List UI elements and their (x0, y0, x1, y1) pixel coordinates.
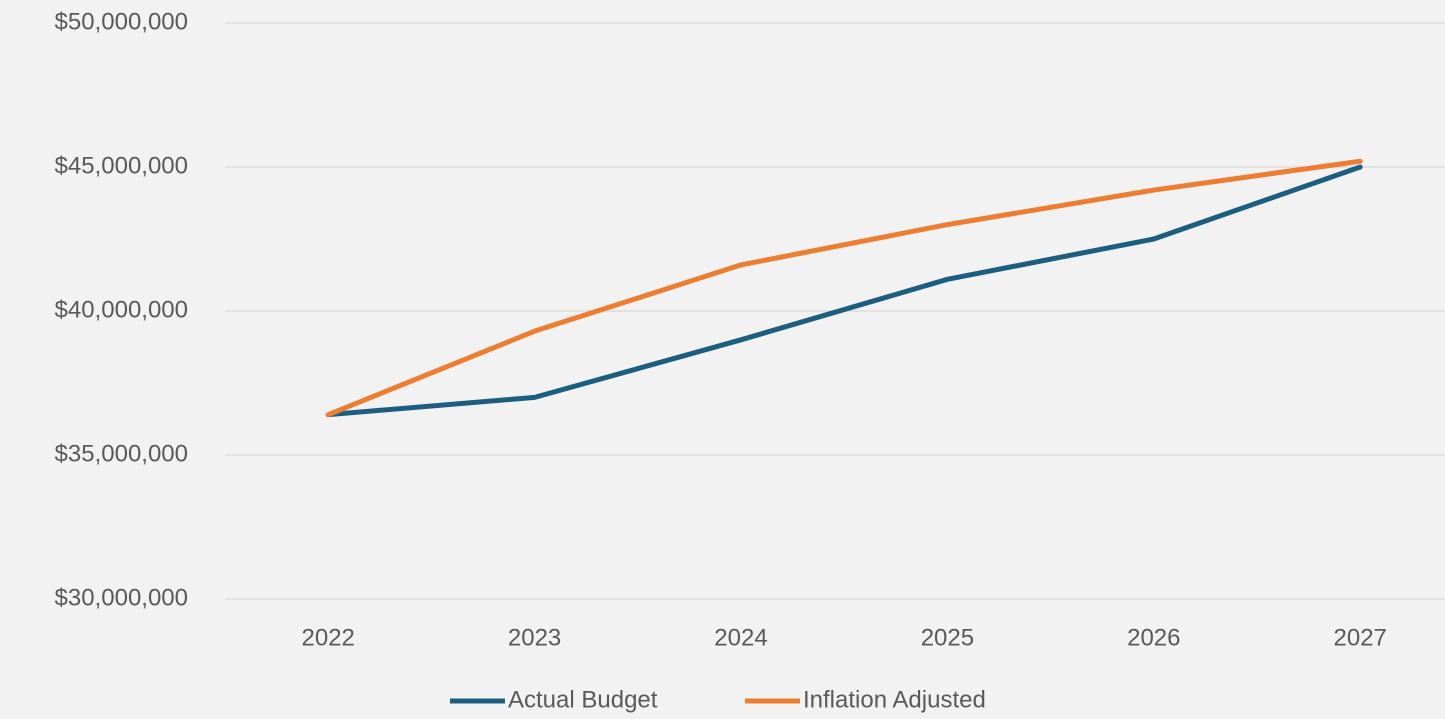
legend-label: Actual Budget (508, 686, 658, 713)
y-tick-label: $35,000,000 (55, 440, 188, 467)
x-tick-label: 2023 (508, 624, 561, 651)
x-tick-label: 2027 (1334, 624, 1387, 651)
y-tick-label: $45,000,000 (55, 152, 188, 179)
y-tick-label: $30,000,000 (55, 584, 188, 611)
legend-label: Inflation Adjusted (803, 686, 986, 713)
y-tick-label: $40,000,000 (55, 296, 188, 323)
series-line (325, 158, 1363, 418)
x-tick-label: 2024 (714, 624, 767, 651)
y-tick-label: $50,000,000 (55, 8, 188, 35)
x-tick-label: 2022 (302, 624, 355, 651)
x-tick-label: 2025 (921, 624, 974, 651)
x-tick-label: 2026 (1127, 624, 1180, 651)
series-line (325, 164, 1363, 418)
